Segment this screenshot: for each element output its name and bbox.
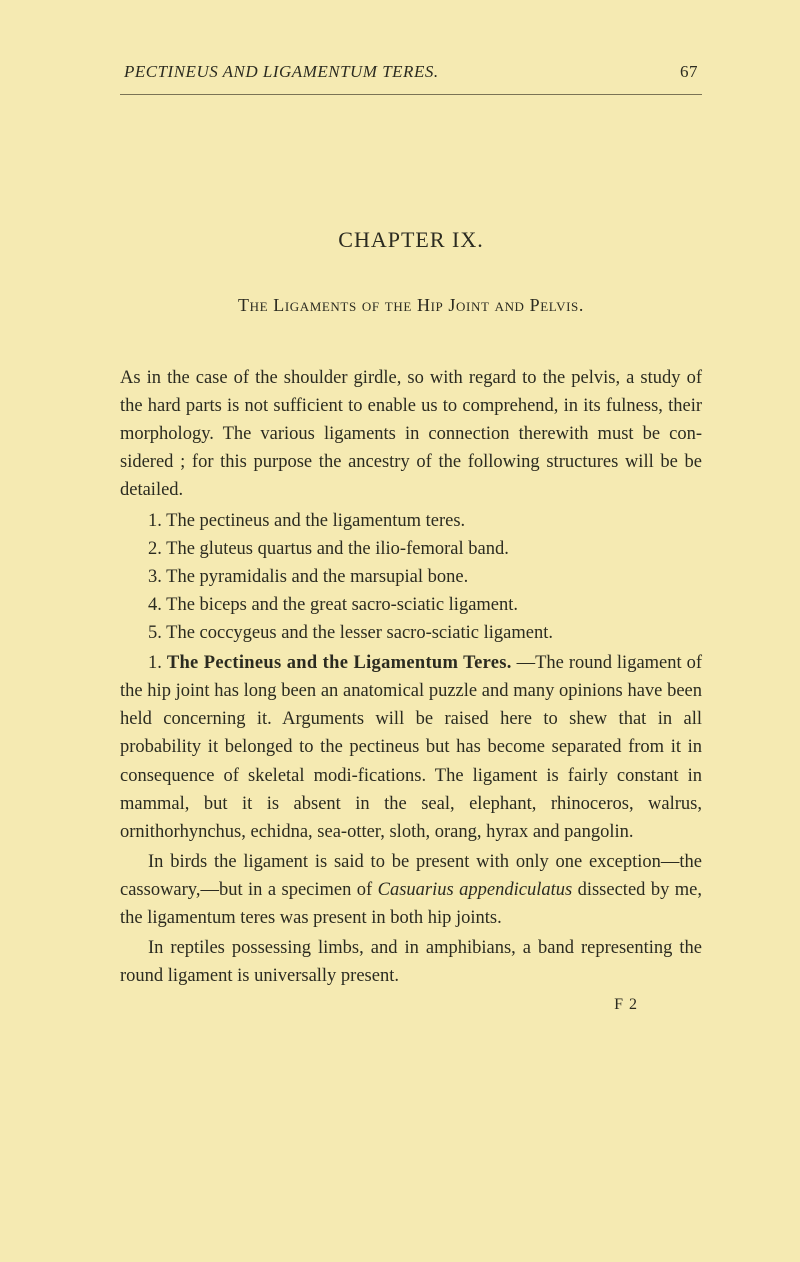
running-title: PECTINEUS AND LIGAMENTUM TERES. [124,62,439,82]
page-number: 67 [680,62,698,82]
species-name: Casuarius appendiculatus [378,880,573,900]
page: PECTINEUS AND LIGAMENTUM TERES. 67 CHAPT… [0,0,800,1262]
header-rule [120,94,702,95]
section-body: —The round ligament of the hip joint has… [120,653,702,842]
intro-paragraph: As in the case of the shoulder girdle, s… [120,364,702,505]
signature-mark: F 2 [120,996,702,1014]
section-heading: The Pectineus and the Ligamentum Teres. [167,653,512,673]
list-item: 5. The coccygeus and the lesser sacro-sc… [120,619,702,647]
list-item: 4. The biceps and the great sacro-sciati… [120,591,702,619]
chapter-heading: CHAPTER IX. [120,227,702,253]
list-item: 2. The gluteus quartus and the ilio-femo… [120,535,702,563]
chapter-subtitle: The Ligaments of the Hip Joint and Pelvi… [120,295,702,316]
section-lead-number: 1. [148,653,167,673]
reptiles-paragraph: In reptiles possessing limbs, and in amp… [120,934,702,990]
section-1-paragraph: 1. The Pectineus and the Ligamentum Tere… [120,649,702,846]
list-item: 3. The pyramidalis and the marsupial bon… [120,563,702,591]
running-head: PECTINEUS AND LIGAMENTUM TERES. 67 [120,62,702,90]
list-item: 1. The pectineus and the ligamentum tere… [120,507,702,535]
structure-list: 1. The pectineus and the ligamentum tere… [120,507,702,648]
birds-paragraph: In birds the ligament is said to be pres… [120,848,702,932]
